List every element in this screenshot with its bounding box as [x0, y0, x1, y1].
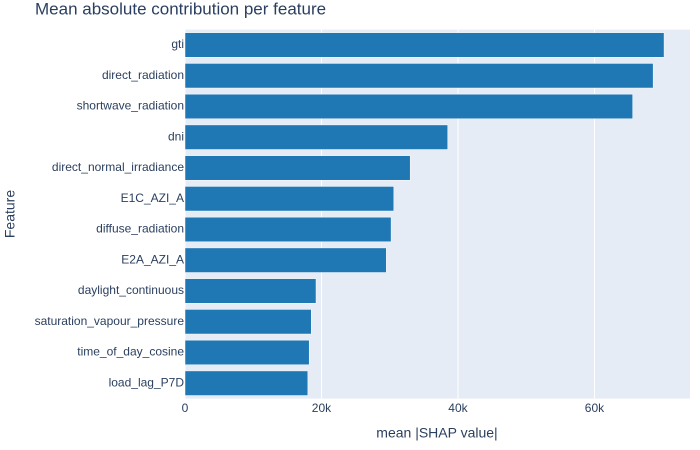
bar	[184, 63, 654, 89]
bar	[184, 247, 387, 273]
y-tick-label: load_lag_P7D	[109, 375, 185, 389]
y-axis-title: Feature	[2, 190, 18, 238]
bar	[184, 124, 448, 150]
x-tick-label: 40k	[448, 401, 468, 415]
y-tick-label: dni	[168, 129, 184, 143]
y-tick-label: direct_radiation	[102, 68, 184, 82]
bar	[184, 155, 411, 181]
y-tick-label: direct_normal_irradiance	[52, 160, 184, 174]
bar	[184, 93, 633, 120]
y-tick-label: E1C_AZI_A	[121, 191, 184, 205]
x-axis-title: mean |SHAP value|	[376, 425, 497, 441]
bar	[184, 370, 309, 396]
plot-background	[185, 29, 690, 399]
bar	[184, 186, 395, 212]
y-tick-label: saturation_vapour_pressure	[35, 314, 185, 328]
y-tick-label: E2A_AZI_A	[121, 252, 184, 266]
bar	[184, 339, 310, 366]
y-tick-label: daylight_continuous	[78, 283, 184, 297]
y-tick-label: shortwave_radiation	[77, 99, 184, 113]
x-tick-label: 0	[182, 401, 189, 415]
bar	[184, 32, 665, 58]
bar	[184, 309, 312, 335]
y-tick-label: gti	[171, 37, 184, 51]
bar	[184, 216, 392, 243]
x-tick-label: 60k	[585, 401, 605, 415]
y-tick-label: time_of_day_cosine	[77, 345, 184, 359]
y-tick-label: diffuse_radiation	[96, 222, 184, 236]
chart-title: Mean absolute contribution per feature	[35, 0, 326, 18]
bar	[184, 278, 317, 304]
x-tick-label: 20k	[312, 401, 332, 415]
